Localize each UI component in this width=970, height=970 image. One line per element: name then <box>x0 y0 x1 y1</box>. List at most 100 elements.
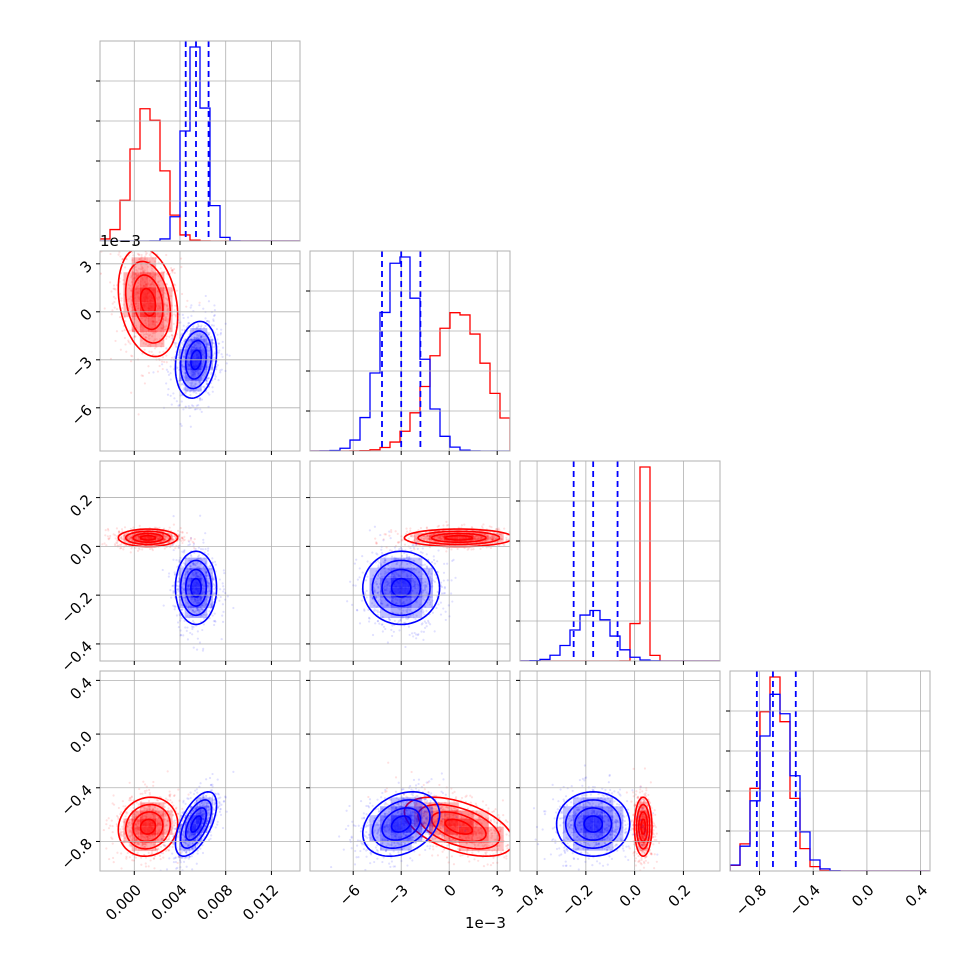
ytick-label-3-3: 0.4 <box>66 674 96 704</box>
ytick-label-2-0: −0.4 <box>58 637 96 675</box>
panel-content-1-0 <box>100 251 231 428</box>
panel-content-3-0 <box>100 770 235 871</box>
ytick-label-3-0: −0.8 <box>58 835 96 873</box>
contour-red-2-1-2 <box>417 530 501 546</box>
xtick-label-1-3: 3 <box>488 881 507 900</box>
contour-red-3-2-2 <box>635 803 651 850</box>
contour-blue-2-1-1 <box>381 568 422 607</box>
xtick-label-1-1: −3 <box>384 881 412 909</box>
contour-red-3-2-0 <box>640 818 647 835</box>
contour-blue-2-0-0 <box>190 577 202 598</box>
contour-blue-1-0-3 <box>174 320 218 400</box>
contour-red-3-1-0 <box>444 818 474 835</box>
hist-red-0 <box>100 108 300 241</box>
contour-blue-3-2-1 <box>574 807 613 841</box>
xtick-label-2-3: 0.2 <box>665 881 695 911</box>
contour-blue-1-0-1 <box>184 339 208 380</box>
contour-blue-3-1-1 <box>381 807 422 841</box>
contour-blue-3-0-3 <box>174 790 218 857</box>
panel-content-0-0 <box>100 41 300 241</box>
contour-blue-2-1-3 <box>361 550 441 626</box>
panel-frame-1-1 <box>309 250 511 452</box>
contour-blue-3-2-0 <box>583 815 604 833</box>
ytick-label-2-2: 0.0 <box>66 540 96 570</box>
contour-red-2-0-3 <box>117 528 179 548</box>
contour-red-3-2-1 <box>638 811 649 843</box>
contour-blue-3-0-1 <box>184 807 208 841</box>
contour-blue-2-1-2 <box>371 559 431 617</box>
panel-frame-3-0 <box>99 670 301 872</box>
xtick-label-0-3: 0.012 <box>239 881 282 924</box>
panel-3-3: −0.8 −0.4 0.0 0.4 <box>726 670 932 920</box>
contour-blue-3-1-3 <box>361 791 441 857</box>
contour-red-3-0-2 <box>124 803 172 850</box>
hist-blue-0 <box>100 46 300 241</box>
panel-1-1 <box>306 250 511 455</box>
xtick-label-3-2: 0.0 <box>848 881 878 911</box>
panel-frame-2-2 <box>519 460 721 662</box>
contour-blue-2-0-2 <box>179 559 213 617</box>
panel-content-2-2 <box>520 461 720 661</box>
xtick-label-0-0: 0.000 <box>102 881 145 924</box>
panel-content-3-3 <box>730 671 930 871</box>
ytick-label-1-1: −3 <box>68 353 96 381</box>
xtick-label-3-3: 0.4 <box>902 881 932 911</box>
contour-blue-2-1-0 <box>390 577 412 598</box>
xtick-label-2-2: 0.0 <box>616 881 646 911</box>
panel-content-2-1 <box>346 520 510 649</box>
panel-3-2: −0.4 −0.2 0.0 0.2 <box>509 670 721 920</box>
panel-0-0 <box>96 40 301 245</box>
panel-frame-2-0 <box>99 460 301 662</box>
contour-blue-3-2-2 <box>564 799 622 850</box>
panel-2-1 <box>306 460 511 665</box>
contour-red-2-1-0 <box>444 534 474 541</box>
contour-red-1-0-2 <box>124 260 172 344</box>
contour-red-3-2-3 <box>633 796 653 858</box>
ytick-label-3-2: 0.0 <box>66 727 96 757</box>
offset-label-param1: 1e−3 <box>100 232 141 250</box>
panel-2-2 <box>516 460 721 665</box>
panel-3-0: −0.8 −0.4 0.0 0.4 0.000 0.004 0.008 0.012 <box>58 670 301 924</box>
hist-blue-2 <box>520 609 720 661</box>
offset-label-xaxis-param1: 1e−3 <box>465 914 506 932</box>
xtick-label-3-1: −0.4 <box>785 881 823 919</box>
hist-red-2 <box>520 466 720 661</box>
ytick-label-1-0: −6 <box>68 401 96 429</box>
contour-blue-3-2-3 <box>555 790 631 858</box>
panel-frame-1-0 <box>99 250 301 452</box>
ytick-label-2-3: 0.2 <box>66 491 96 521</box>
panel-content-3-2 <box>532 764 661 871</box>
hist-blue-3 <box>730 693 930 871</box>
contour-blue-1-0-2 <box>179 330 213 390</box>
contour-blue-3-0-2 <box>179 799 213 850</box>
contour-red-1-0-0 <box>139 287 157 317</box>
contour-blue-3-1-0 <box>390 815 412 833</box>
panel-frame-3-1 <box>309 670 511 872</box>
panel-content-2-0 <box>101 514 235 652</box>
xtick-label-0-2: 0.008 <box>193 881 236 924</box>
contour-blue-2-0-3 <box>174 550 218 626</box>
contour-red-1-0-1 <box>132 274 164 331</box>
contour-red-2-0-1 <box>132 532 164 543</box>
contour-red-3-0-0 <box>139 818 157 835</box>
contour-blue-3-0-0 <box>190 815 202 833</box>
contour-red-3-0-3 <box>117 796 179 857</box>
contour-blue-1-0-0 <box>190 349 202 371</box>
panel-2-0: −0.4 −0.2 0.0 0.2 <box>58 460 301 676</box>
panel-frame-0-0 <box>99 40 301 242</box>
contour-blue-2-0-1 <box>184 568 208 607</box>
hist-red-1 <box>310 312 510 451</box>
contour-red-2-0-2 <box>124 530 172 546</box>
contour-blue-3-1-2 <box>371 799 431 849</box>
panel-frame-3-3 <box>729 670 931 872</box>
ytick-label-3-1: −0.4 <box>58 781 96 819</box>
xtick-label-2-1: −0.2 <box>558 881 596 919</box>
ytick-label-2-1: −0.2 <box>58 588 96 626</box>
xtick-label-1-0: −6 <box>336 881 364 909</box>
contour-red-2-0-0 <box>139 534 157 541</box>
panel-3-1: −6 −3 0 3 <box>306 670 511 909</box>
contour-red-2-1-1 <box>430 532 487 543</box>
panel-content-3-1 <box>330 761 510 871</box>
